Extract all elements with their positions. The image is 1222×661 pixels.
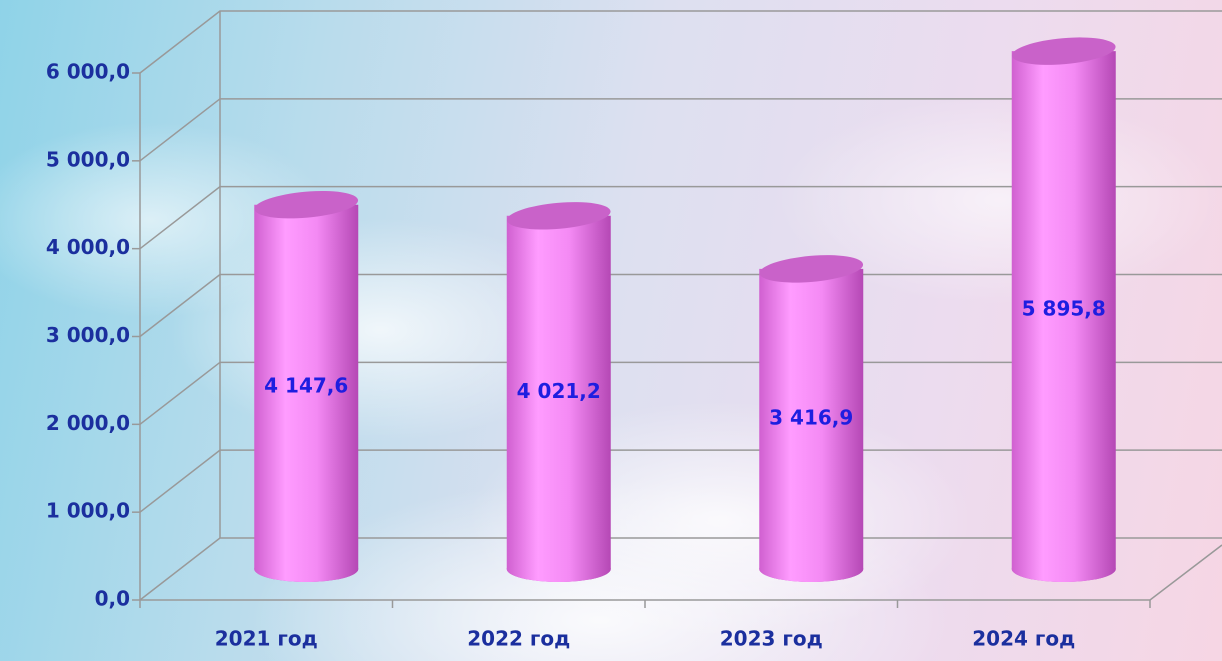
y-tick-label: 3 000,0 xyxy=(46,323,130,347)
bar xyxy=(506,215,611,583)
grid-line xyxy=(139,537,1222,601)
bar xyxy=(1011,51,1116,583)
bar-top xyxy=(1011,37,1116,65)
grid-line xyxy=(139,273,1222,338)
value-label: 4 021,2 xyxy=(517,379,601,403)
bar-top xyxy=(506,202,611,230)
grid-line xyxy=(139,10,1222,74)
bar-top xyxy=(759,255,864,283)
x-tick-label: 2024 год xyxy=(972,627,1075,651)
y-tick-label: 4 000,0 xyxy=(46,235,130,259)
value-label: 4 147,6 xyxy=(264,373,348,397)
y-tick-label: 2 000,0 xyxy=(46,411,130,435)
y-tick-label: 1 000,0 xyxy=(46,499,130,523)
x-tick-label: 2021 год xyxy=(215,627,318,651)
value-label: 5 895,8 xyxy=(1022,297,1106,321)
grid-line xyxy=(139,185,1222,250)
value-label: 3 416,9 xyxy=(769,405,853,429)
x-tick-label: 2022 год xyxy=(467,627,570,651)
bar xyxy=(759,268,864,583)
bar xyxy=(254,204,359,583)
grid-line xyxy=(139,98,1222,162)
grid-line xyxy=(139,449,1222,513)
bar-top xyxy=(254,190,359,219)
x-tick-label: 2023 год xyxy=(720,627,823,651)
y-tick-label: 6 000,0 xyxy=(46,60,130,84)
y-tick-label: 5 000,0 xyxy=(46,147,130,171)
grid-line xyxy=(139,361,1222,425)
y-tick-label: 0,0 xyxy=(95,587,130,611)
